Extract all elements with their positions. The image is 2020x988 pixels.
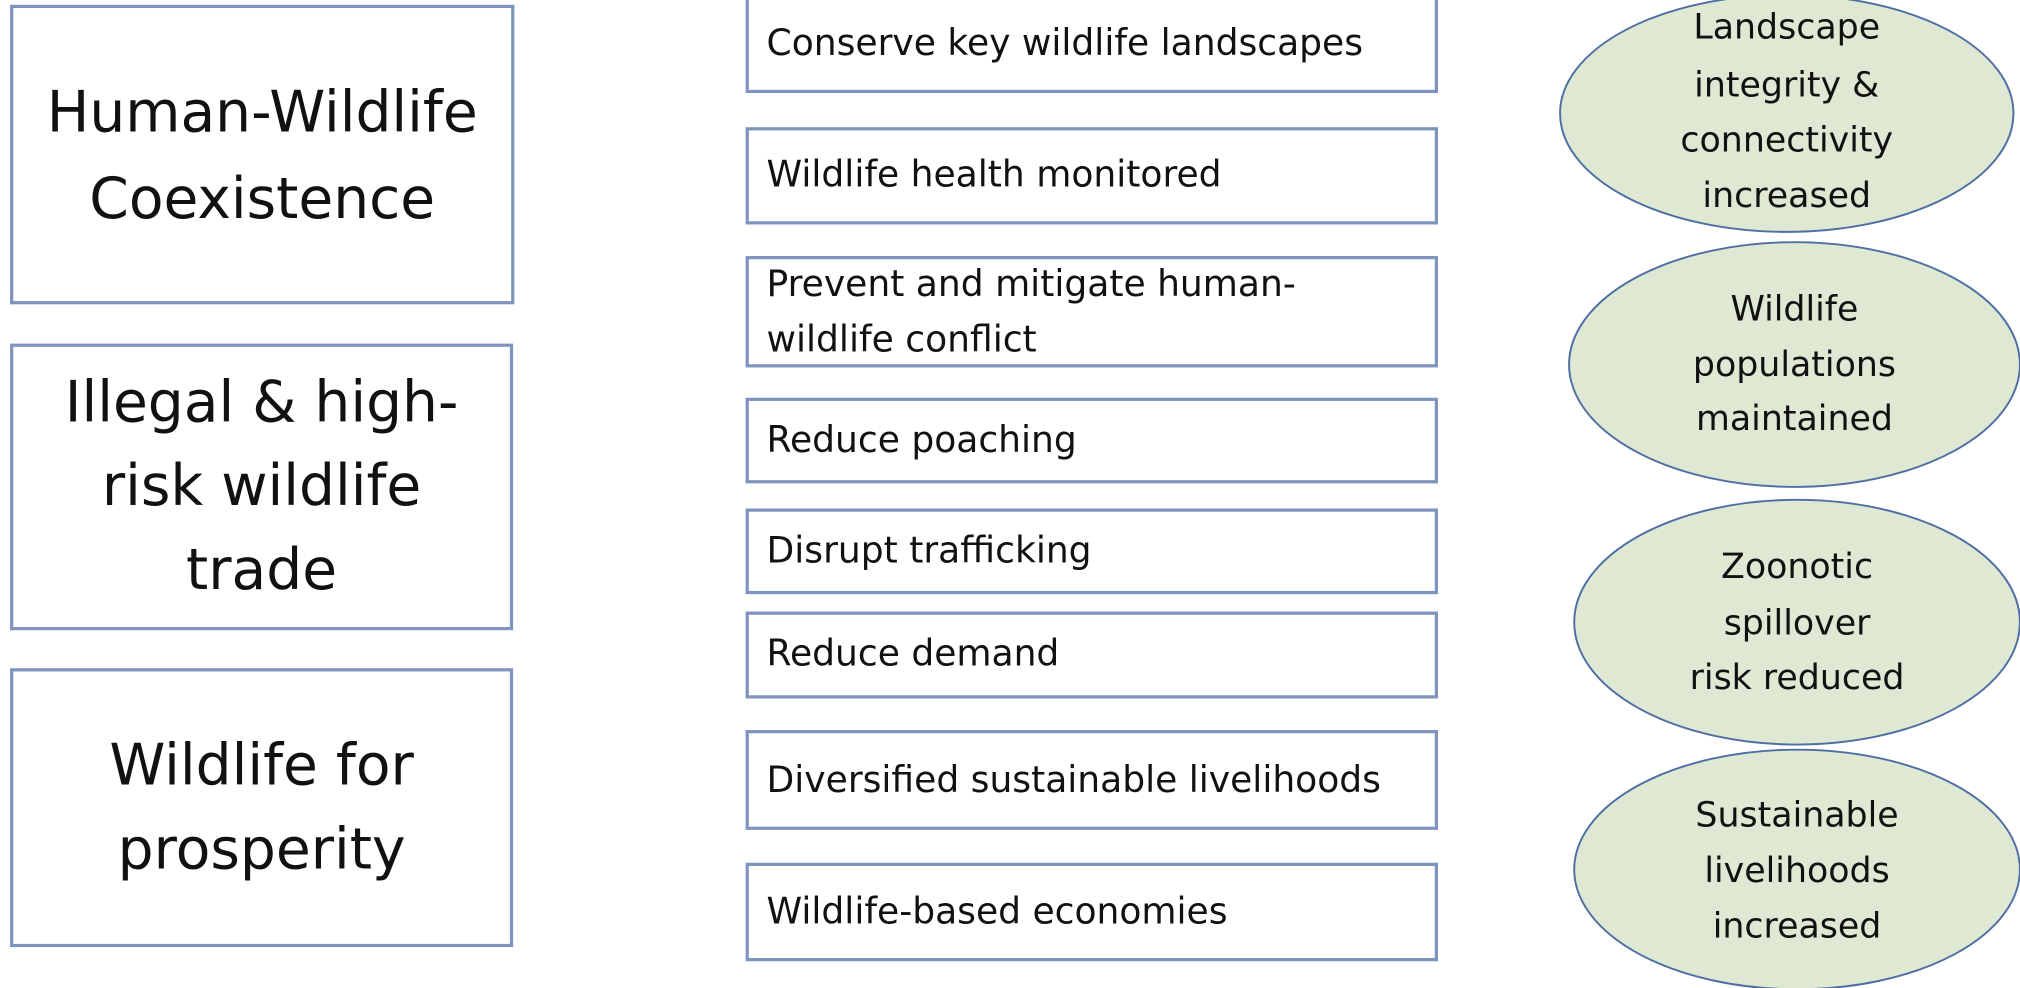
goal-box bbox=[10, 4, 515, 305]
output-box bbox=[745, 862, 1438, 962]
goal-label: prosperity bbox=[118, 816, 406, 882]
output-label: Wildlife-based economies bbox=[767, 890, 1228, 932]
outcome-label: populations bbox=[1693, 345, 1896, 385]
goal-box bbox=[10, 668, 514, 948]
goal-label: Illegal & high- bbox=[65, 369, 459, 435]
output-label: wildlife conflict bbox=[767, 318, 1037, 360]
output-label: Wildlife health monitored bbox=[767, 153, 1222, 195]
output-box bbox=[745, 508, 1438, 595]
goal-box bbox=[10, 343, 514, 631]
output-box bbox=[745, 256, 1438, 368]
output-label: Diversified sustainable livelihoods bbox=[767, 759, 1381, 801]
goal-label: risk wildlife bbox=[102, 453, 421, 519]
outcome-label: risk reduced bbox=[1690, 658, 1905, 698]
output-box bbox=[745, 127, 1438, 225]
outcome-label: maintained bbox=[1696, 399, 1893, 439]
outcome-label: increased bbox=[1713, 906, 1882, 946]
output-label: Reduce poaching bbox=[767, 419, 1077, 461]
output-label: Conserve key wildlife landscapes bbox=[767, 22, 1363, 64]
outcome-ellipse bbox=[1559, 0, 2015, 233]
outcome-label: Landscape bbox=[1693, 7, 1880, 47]
output-label: Reduce demand bbox=[767, 633, 1060, 675]
output-box bbox=[745, 0, 1438, 94]
output-box bbox=[745, 611, 1438, 699]
outcome-label: spillover bbox=[1724, 604, 1871, 644]
outcome-label: increased bbox=[1702, 176, 1871, 216]
output-box bbox=[745, 730, 1438, 830]
outcome-label: integrity & bbox=[1694, 65, 1879, 105]
output-label: Prevent and mitigate human- bbox=[767, 263, 1296, 305]
goal-label: Coexistence bbox=[89, 166, 435, 232]
output-box bbox=[745, 397, 1438, 484]
output-label: Disrupt trafficking bbox=[767, 530, 1092, 572]
outcome-label: livelihoods bbox=[1704, 851, 1889, 891]
outcome-label: connectivity bbox=[1680, 121, 1893, 161]
goal-label: Wildlife for bbox=[109, 733, 414, 799]
outcome-label: Zoonotic bbox=[1721, 547, 1873, 587]
outcome-label: Wildlife bbox=[1730, 289, 1858, 329]
outcome-label: Sustainable bbox=[1695, 796, 1898, 836]
goal-label: trade bbox=[186, 537, 337, 603]
goal-label: Human-Wildlife bbox=[47, 80, 478, 146]
